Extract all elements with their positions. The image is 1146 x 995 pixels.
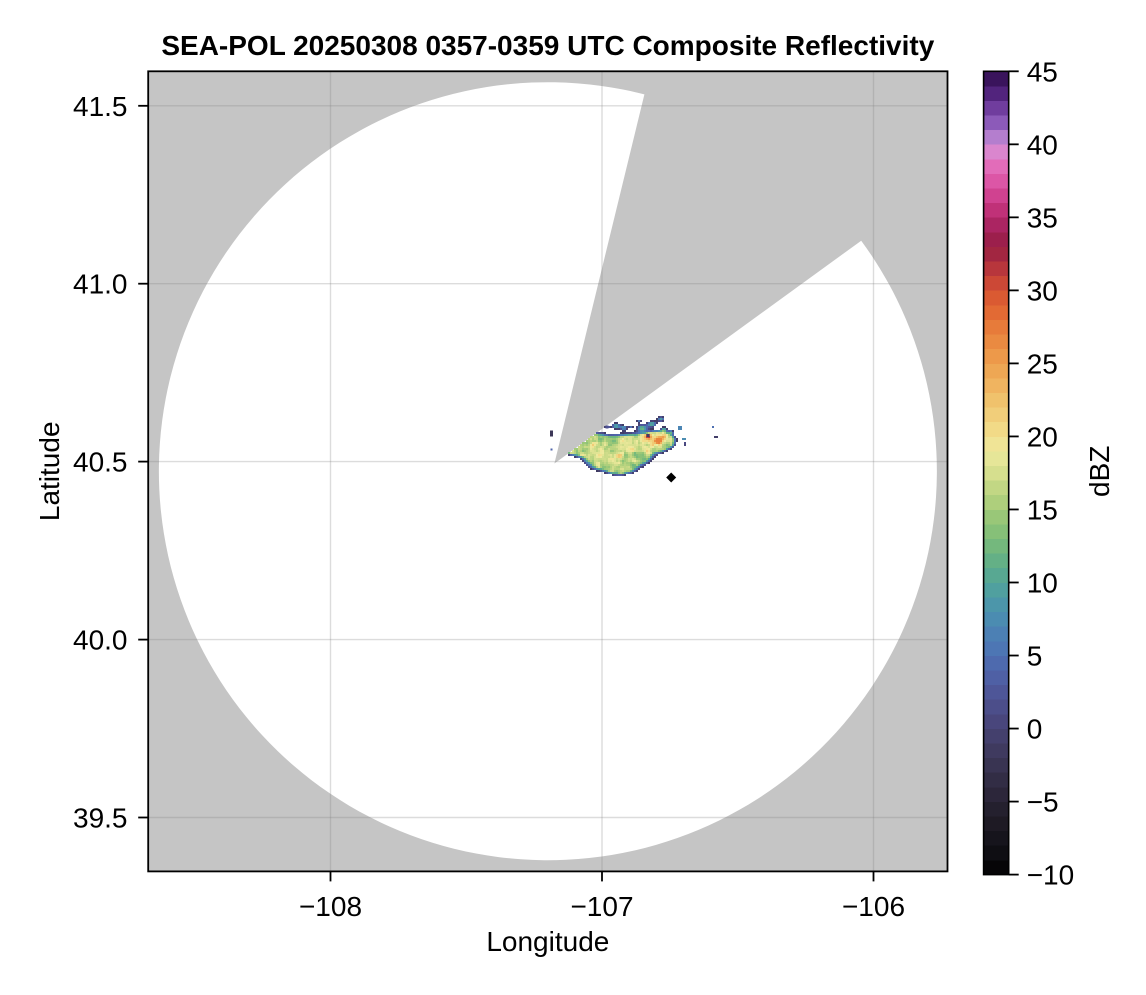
svg-text:−106: −106 — [842, 891, 905, 922]
svg-text:−108: −108 — [299, 891, 362, 922]
svg-text:41.0: 41.0 — [73, 269, 128, 300]
svg-text:−107: −107 — [570, 891, 633, 922]
svg-text:40: 40 — [1027, 129, 1058, 160]
svg-text:30: 30 — [1027, 275, 1058, 306]
svg-text:15: 15 — [1027, 494, 1058, 525]
svg-text:SEA-POL 20250308 0357-0359 UTC: SEA-POL 20250308 0357-0359 UTC Composite… — [161, 30, 934, 61]
svg-text:39.5: 39.5 — [73, 803, 128, 834]
svg-text:Longitude: Longitude — [486, 926, 609, 957]
svg-text:−5: −5 — [1027, 787, 1059, 818]
svg-text:−10: −10 — [1027, 860, 1075, 891]
svg-text:20: 20 — [1027, 421, 1058, 452]
svg-text:45: 45 — [1027, 56, 1058, 87]
svg-text:41.5: 41.5 — [73, 91, 128, 122]
svg-text:40.5: 40.5 — [73, 447, 128, 478]
svg-text:40.0: 40.0 — [73, 625, 128, 656]
svg-text:10: 10 — [1027, 567, 1058, 598]
svg-text:dBZ: dBZ — [1084, 446, 1115, 497]
svg-text:5: 5 — [1027, 641, 1043, 672]
svg-text:0: 0 — [1027, 714, 1043, 745]
svg-text:25: 25 — [1027, 348, 1058, 379]
svg-text:Latitude: Latitude — [34, 421, 65, 521]
svg-text:35: 35 — [1027, 202, 1058, 233]
